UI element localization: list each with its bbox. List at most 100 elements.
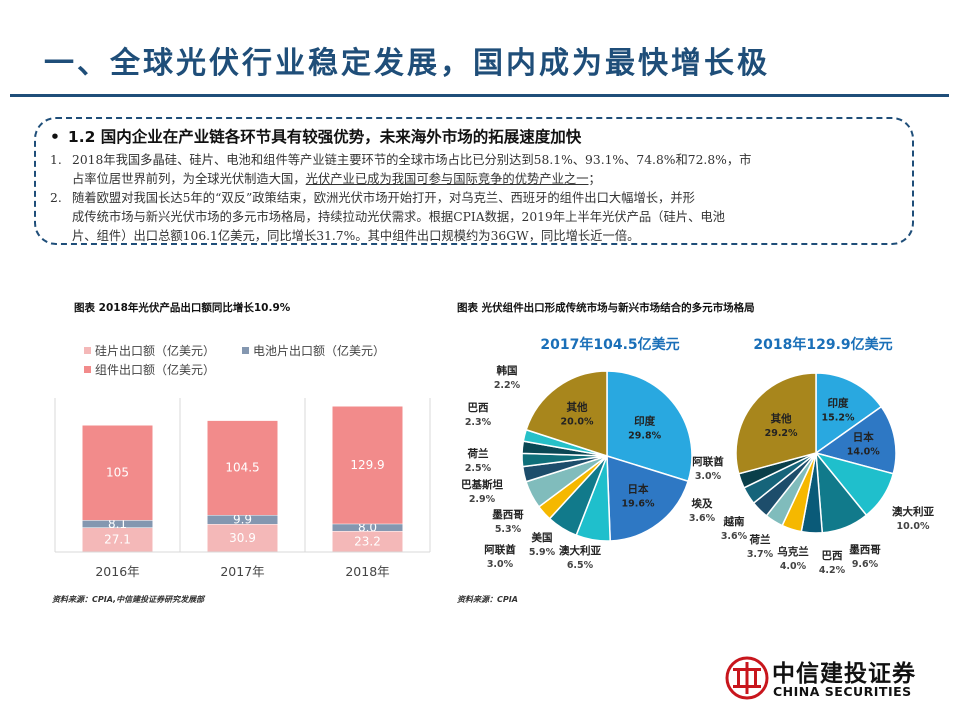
pie-slice-value: 10.0% bbox=[897, 521, 930, 532]
legend-swatch bbox=[84, 347, 91, 354]
legend-label: 硅片出口额（亿美元） bbox=[95, 344, 216, 358]
pie-slice-label: 荷兰 bbox=[749, 533, 771, 546]
legend-item-wafer: 硅片出口额（亿美元） bbox=[84, 341, 242, 360]
summary-item-1-line2: 占率位居世界前列，为全球光伏制造大国， bbox=[72, 172, 306, 186]
pie-slice-value: 2.2% bbox=[494, 380, 521, 391]
pie-slice-label: 澳大利亚 bbox=[559, 544, 601, 557]
legend-label: 电池片出口额（亿美元） bbox=[253, 344, 386, 358]
bullet-icon: • bbox=[50, 128, 60, 146]
bar-segment bbox=[332, 530, 403, 552]
summary-item-1-highlight: 光伏产业已成为我国可参与国际竞争的优势产业之一 bbox=[305, 172, 589, 186]
summary-heading: • 1.2 国内企业在产业链各环节具有较强优势，未来海外市场的拓展速度加快 bbox=[50, 125, 898, 147]
pie-slice-label: 其他 bbox=[567, 401, 588, 414]
pie-slice-label: 韩国 bbox=[497, 364, 518, 377]
pie-slice-label: 墨西哥 bbox=[492, 509, 524, 521]
pie-slice-label: 澳大利亚 bbox=[892, 505, 934, 518]
pie-slice-label: 其他 bbox=[771, 412, 792, 425]
summary-box: • 1.2 国内企业在产业链各环节具有较强优势，未来海外市场的拓展速度加快 1. … bbox=[34, 117, 914, 245]
summary-item-2-line2: 成传统市场与新兴光伏市场的多元市场格局，持续拉动光伏需求。根据CPIA数据，20… bbox=[72, 210, 725, 224]
pie-slice bbox=[525, 370, 608, 458]
bar-value-label: 23.2 bbox=[354, 534, 381, 548]
pie-slice-label: 印度 bbox=[634, 414, 655, 427]
bar-value-label: 27.1 bbox=[104, 533, 131, 547]
bar-value-label: 104.5 bbox=[225, 461, 259, 475]
pie-slice-value: 29.8% bbox=[628, 430, 661, 441]
bar-chart-source: 资料来源：CPIA,中信建投证券研究发展部 bbox=[52, 595, 205, 604]
pie-slice-label: 印度 bbox=[828, 396, 849, 409]
x-tick-label: 2018年 bbox=[345, 564, 389, 579]
bar-segment bbox=[82, 527, 153, 552]
pie-slice-value: 19.6% bbox=[622, 498, 655, 509]
pie-chart-title: 图表 光伏组件出口形成传统市场与新兴市场结合的多元市场格局 bbox=[457, 302, 755, 314]
pie-slice-value: 4.0% bbox=[780, 561, 807, 572]
bar-segment bbox=[82, 424, 153, 521]
x-tick-label: 2017年 bbox=[220, 564, 264, 579]
pie-slice-label: 埃及 bbox=[692, 497, 713, 510]
summary-heading-text: 1.2 国内企业在产业链各环节具有较强优势，未来海外市场的拓展速度加快 bbox=[67, 128, 582, 146]
pie-slice-value: 9.6% bbox=[852, 559, 879, 570]
pie-slice-value: 3.6% bbox=[689, 513, 716, 524]
company-name-cn: 中信建投证券 bbox=[772, 661, 916, 687]
bar-value-label: 8.1 bbox=[108, 517, 127, 531]
pie-slice-label: 巴基斯坦 bbox=[461, 478, 503, 491]
pie-slice-label: 阿联酋 bbox=[692, 455, 724, 468]
pie-slice-value: 6.5% bbox=[567, 560, 594, 571]
pie-slice-label: 荷兰 bbox=[467, 447, 489, 460]
summary-item-2: 2. 随着欧盟对我国长达5年的“双反”政策结束，欧洲光伏市场开始打开，对乌克兰、… bbox=[50, 189, 898, 246]
legend-label: 组件出口额（亿美元） bbox=[95, 363, 216, 377]
pie-title: 2017年104.5亿美元 bbox=[540, 336, 679, 353]
x-tick-label: 2016年 bbox=[95, 564, 139, 579]
summary-item-1-end: ； bbox=[588, 172, 601, 186]
pie-slice-label: 越南 bbox=[723, 515, 745, 528]
bar-segment bbox=[82, 520, 153, 528]
summary-item-number: 2. bbox=[50, 191, 62, 205]
pie-slice-label: 巴西 bbox=[468, 402, 489, 414]
pie-slice bbox=[815, 372, 883, 455]
bar-chart-title: 图表 2018年光伏产品出口额同比增长10.9% bbox=[74, 302, 291, 314]
pie-slice-label: 墨西哥 bbox=[849, 544, 881, 556]
summary-item-number: 1. bbox=[50, 153, 62, 167]
pie-slice bbox=[814, 405, 897, 475]
pie-slice-label: 美国 bbox=[532, 531, 553, 544]
bar-value-label: 129.9 bbox=[350, 458, 384, 472]
legend-item-cell: 电池片出口额（亿美元） bbox=[242, 341, 385, 360]
pie-slice-value: 3.7% bbox=[747, 549, 774, 560]
pie-slice-label: 乌克兰 bbox=[777, 545, 809, 558]
summary-item-text: 2018年我国多晶硅、硅片、电池和组件等产业链主要环节的全球市场占比已分别达到5… bbox=[72, 151, 898, 189]
pie-slice-value: 15.2% bbox=[822, 412, 855, 423]
pie-slice-value: 5.9% bbox=[529, 547, 556, 558]
summary-item-text: 随着欧盟对我国长达5年的“双反”政策结束，欧洲光伏市场开始打开，对乌克兰、西班牙… bbox=[72, 189, 898, 246]
legend-item-module: 组件出口额（亿美元） bbox=[84, 360, 385, 379]
summary-item-1-line1: 2018年我国多晶硅、硅片、电池和组件等产业链主要环节的全球市场占比已分别达到5… bbox=[72, 153, 752, 167]
summary-item-1: 1. 2018年我国多晶硅、硅片、电池和组件等产业链主要环节的全球市场占比已分别… bbox=[50, 151, 898, 189]
pie-slice bbox=[606, 370, 693, 483]
pie-slice-value: 5.3% bbox=[495, 524, 522, 535]
page-title: 一、全球光伏行业稳定发展，国内成为最快增长极 bbox=[44, 46, 770, 81]
bar-value-label: 105 bbox=[106, 466, 129, 480]
pie-slice-value: 29.2% bbox=[765, 428, 798, 439]
pie-slice-label: 巴西 bbox=[822, 550, 843, 562]
pie-slice-label: 日本 bbox=[853, 431, 875, 444]
pie-slice-value: 2.5% bbox=[465, 463, 492, 474]
pie-slice-label: 日本 bbox=[628, 482, 649, 495]
pie-slice-value: 20.0% bbox=[561, 417, 594, 428]
bar-segment bbox=[207, 420, 278, 516]
pie-chart-source: 资料来源：CPIA bbox=[457, 595, 518, 604]
pie-slice-value: 2.9% bbox=[469, 494, 496, 505]
bar-chart-legend: 硅片出口额（亿美元） 电池片出口额（亿美元） 组件出口额（亿美元） bbox=[84, 341, 385, 379]
pie-slice bbox=[735, 372, 817, 475]
pie-slice-value: 3.6% bbox=[721, 531, 748, 542]
summary-item-2-line3: 片、组件）出口总额106.1亿美元，同比增长31.7%。其中组件出口规模约为36… bbox=[72, 229, 640, 243]
bar-segment bbox=[207, 524, 278, 552]
pie-slice-label: 阿联酋 bbox=[484, 543, 516, 556]
pie-slice-value: 4.2% bbox=[819, 565, 846, 576]
title-divider bbox=[10, 94, 949, 97]
company-logo-icon bbox=[725, 656, 769, 700]
bar-value-label: 9.9 bbox=[233, 513, 252, 527]
bar-segment bbox=[332, 523, 403, 531]
summary-item-2-line1: 随着欧盟对我国长达5年的“双反”政策结束，欧洲光伏市场开始打开，对乌克兰、西班牙… bbox=[72, 191, 695, 205]
bar-segment bbox=[332, 406, 403, 524]
company-logo: 中信建投证券 CHINA SECURITIES bbox=[725, 654, 925, 704]
pie-title: 2018年129.9亿美元 bbox=[753, 336, 892, 353]
